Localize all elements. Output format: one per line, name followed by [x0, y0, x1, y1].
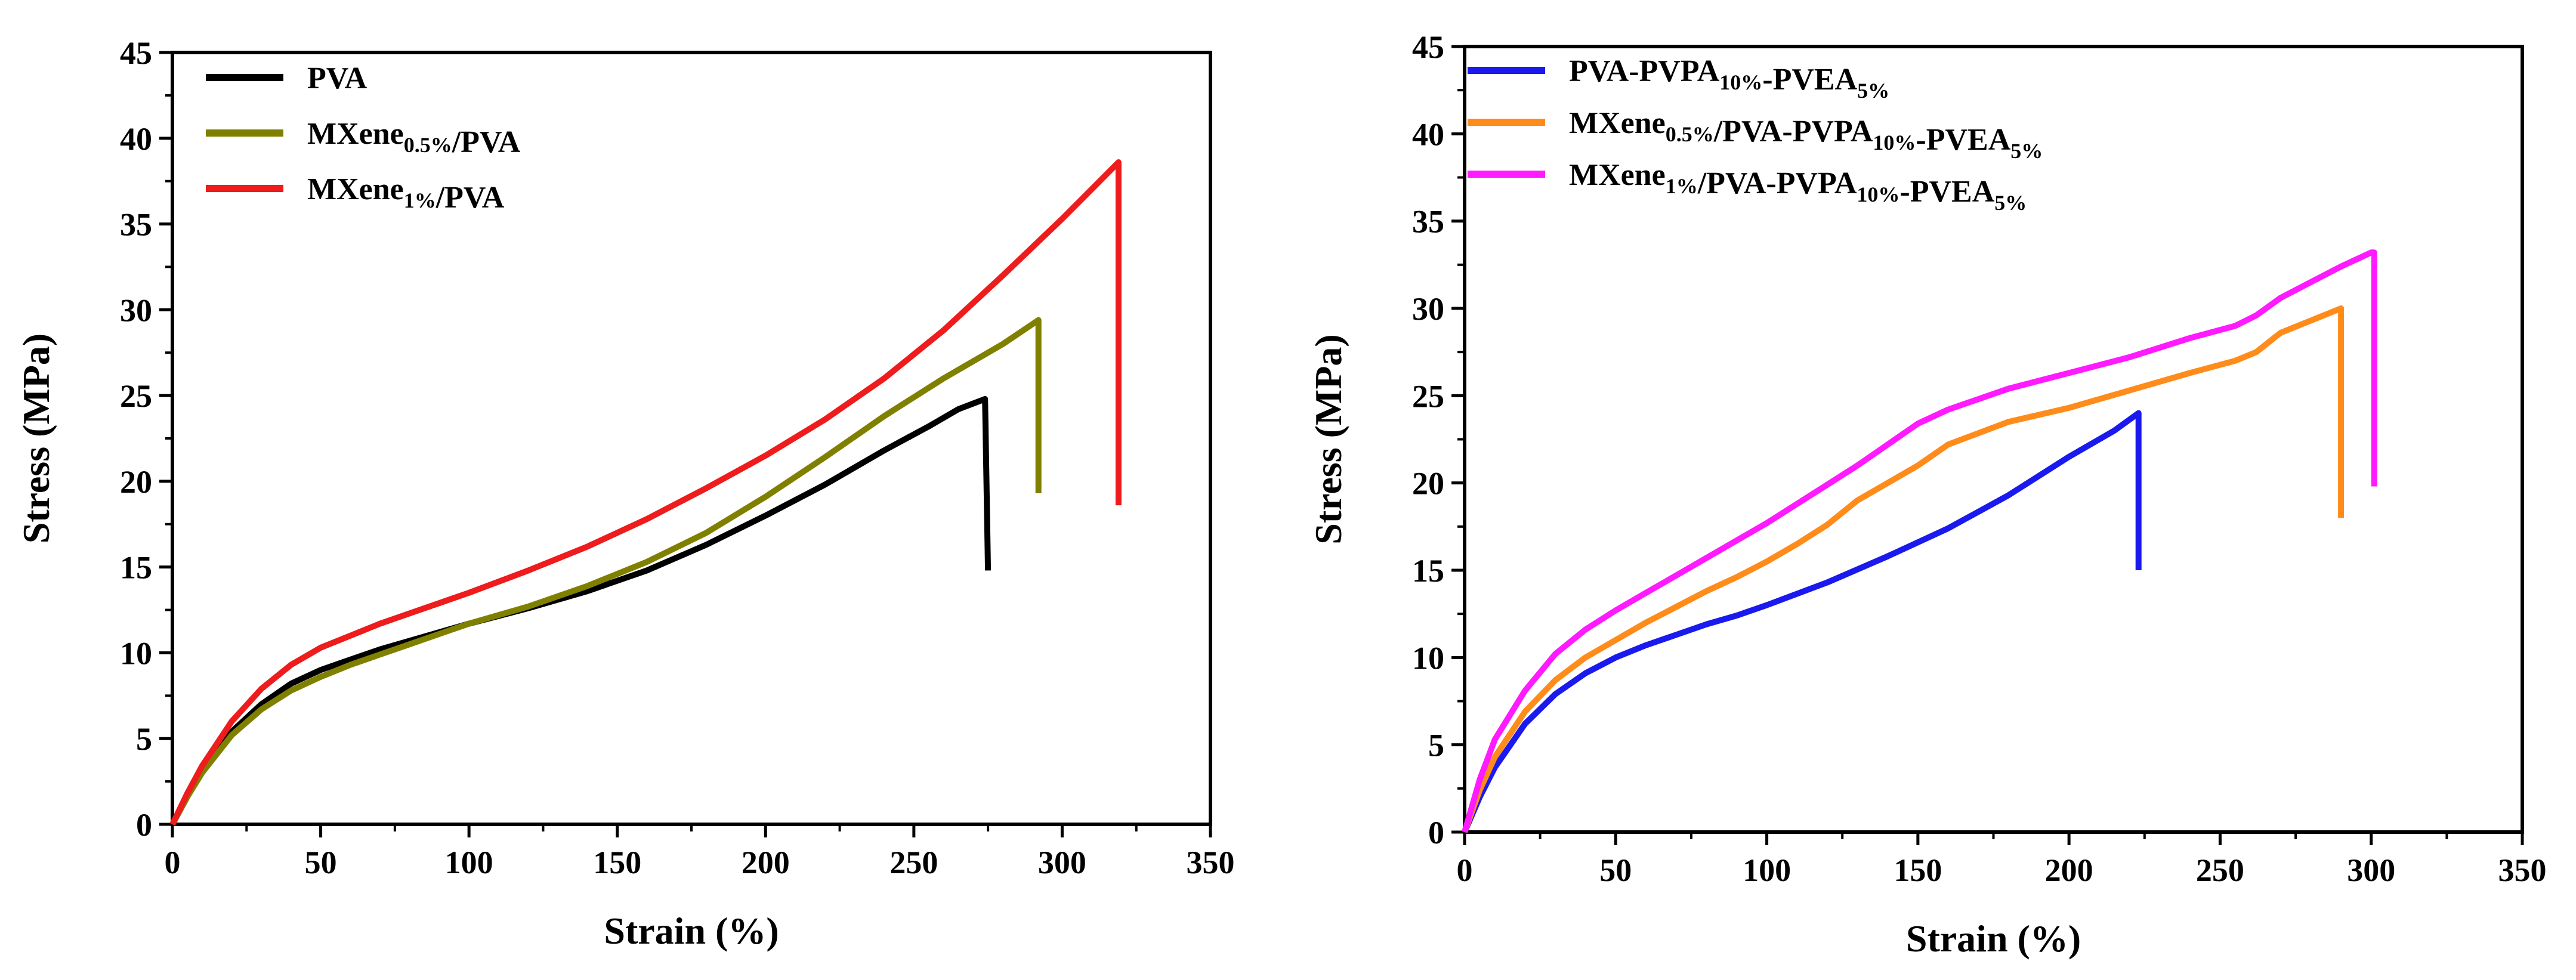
- legend-item-2: MXene0.5%/PVA: [206, 117, 521, 159]
- y-tick-label: 45: [120, 35, 152, 71]
- series-line-3: [1462, 249, 2377, 833]
- series-line-2: [169, 317, 1042, 826]
- x-tick-label: 250: [2196, 852, 2244, 888]
- y-tick-label: 5: [136, 721, 152, 757]
- y-tick-label: 25: [120, 378, 152, 414]
- x-axis-label: Strain (%): [604, 910, 779, 952]
- chart-panel-1: 0 50 100 150 200 250 300 350 0 5 10 15 20 25 30 35 40 45 S…: [15, 35, 1235, 952]
- legend-text: PVA: [307, 61, 367, 95]
- y-tick-label: 45: [1412, 29, 1444, 65]
- x-axis-label: Strain (%): [1906, 917, 2081, 960]
- legend-subscript: 1%: [404, 188, 436, 212]
- x-tick-label: 0: [1457, 852, 1473, 888]
- plot-frame: [171, 51, 1212, 826]
- x-tick-label: 350: [1187, 845, 1235, 880]
- legend-text: -PVEA: [1762, 63, 1857, 97]
- x-tick-label: 200: [2045, 852, 2093, 888]
- y-tick-label: 10: [120, 635, 152, 671]
- legend-label: PVA: [307, 61, 367, 95]
- y-axis-label: Stress (MPa): [1307, 334, 1349, 545]
- chart-panel-2: 0 50 100 150 200 250 300 350 0 5 10 15 20 25 30 35 40 45 S…: [1307, 29, 2547, 960]
- legend-label: MXene1%/PVA: [307, 172, 505, 215]
- legend-label: PVA-PVPA10%-PVEA5%: [1569, 54, 1889, 103]
- y-tick-label: 15: [1412, 553, 1444, 589]
- y-tick-label: 30: [120, 292, 152, 328]
- legend-subscript: 10%: [1719, 70, 1762, 94]
- x-tick-label: 50: [1599, 852, 1632, 888]
- x-tick-label: 200: [742, 845, 790, 880]
- legend-label: MXene1%/PVA-PVPA10%-PVEA5%: [1569, 158, 2027, 215]
- x-tick-label: 300: [2347, 852, 2395, 888]
- x-tick-label: 50: [305, 845, 337, 880]
- legend-subscript: 1%: [1666, 174, 1698, 198]
- x-tick-label: 100: [445, 845, 493, 880]
- x-tick-label: 300: [1038, 845, 1086, 880]
- y-tick-label: 35: [120, 207, 152, 243]
- legend-text: -PVEA: [1899, 175, 1994, 209]
- legend-text: /PVA-PVPA: [1697, 166, 1857, 200]
- series-line-1: [169, 395, 992, 826]
- y-tick-label: 20: [1412, 466, 1444, 502]
- legend-label: MXene0.5%/PVA: [307, 117, 521, 159]
- legend-item-1: PVA-PVPA10%-PVEA5%: [1468, 54, 1889, 103]
- legend-text: MXene: [307, 172, 404, 206]
- legend-subscript: 0.5%: [1666, 122, 1714, 146]
- legend-item-3: MXene1%/PVA: [206, 172, 505, 215]
- legend-item-1: PVA: [206, 61, 367, 95]
- x-tick-label: 0: [165, 845, 181, 880]
- legend-subscript: 10%: [1873, 131, 1916, 154]
- legend-subscript: 10%: [1857, 183, 1899, 206]
- legend-subscript: 5%: [1994, 191, 2027, 215]
- legend-text: /PVA: [452, 125, 521, 159]
- y-tick-label: 35: [1412, 204, 1444, 240]
- y-tick-label: 10: [1412, 640, 1444, 676]
- legend-item-2: MXene0.5%/PVA-PVPA10%-PVEA5%: [1468, 106, 2043, 163]
- y-tick-label: 40: [120, 121, 152, 157]
- legend-text: MXene: [307, 117, 404, 151]
- legend-subscript: 5%: [1857, 79, 1889, 103]
- legend-text: MXene: [1569, 158, 1666, 192]
- x-tick-label: 350: [2498, 852, 2547, 888]
- y-tick-label: 0: [136, 807, 152, 843]
- y-tick-label: 5: [1428, 728, 1444, 763]
- y-tick-label: 15: [120, 550, 152, 586]
- y-tick-label: 30: [1412, 291, 1444, 327]
- series-line-2: [1462, 305, 2345, 833]
- legend-item-3: MXene1%/PVA-PVPA10%-PVEA5%: [1468, 158, 2027, 215]
- y-tick-label: 40: [1412, 116, 1444, 152]
- legend-label: MXene0.5%/PVA-PVPA10%-PVEA5%: [1569, 106, 2043, 163]
- y-tick-label: 25: [1412, 378, 1444, 414]
- x-tick-label: 250: [889, 845, 938, 880]
- legend-subscript: 0.5%: [404, 133, 452, 157]
- series-line-3: [169, 159, 1122, 826]
- y-axis-label: Stress (MPa): [15, 333, 57, 544]
- x-tick-label: 100: [1743, 852, 1791, 888]
- y-tick-label: 20: [120, 464, 152, 500]
- series-line-1: [1462, 410, 2142, 833]
- legend-subscript: 5%: [2010, 139, 2043, 163]
- y-tick-label: 0: [1428, 815, 1444, 851]
- legend-text: -PVEA: [1916, 123, 2010, 157]
- x-tick-label: 150: [1894, 852, 1942, 888]
- legend-text: /PVA: [435, 181, 505, 215]
- legend-text: PVA-PVPA: [1569, 54, 1720, 88]
- x-tick-label: 150: [593, 845, 641, 880]
- legend-text: /PVA-PVPA: [1713, 115, 1873, 149]
- legend-text: MXene: [1569, 106, 1666, 140]
